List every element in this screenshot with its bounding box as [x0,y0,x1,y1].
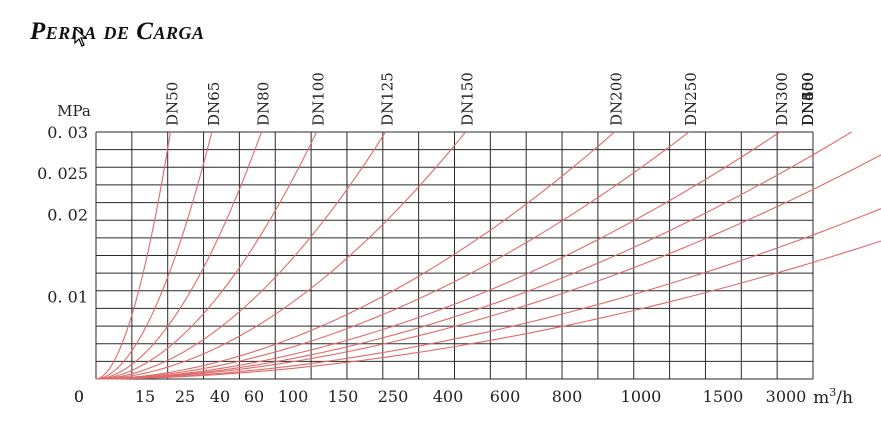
series-label-dn400: DN400 [799,72,817,126]
x-tick-label: 60 [244,387,264,406]
x-tick-label: 40 [210,387,230,406]
x-tick-label: 1500 [703,387,744,406]
series-labels: DN50 DN65 DN80 DN100 DN125 DN150 DN200 DN250 DN3… [163,72,817,126]
y-tick-label: 0 [74,387,84,406]
series-label-dn300: DN300 [773,72,791,126]
x-tick-label: 100 [278,387,309,406]
x-tick-label: 600 [490,387,521,406]
series-label-dn600: DN600 [799,72,817,126]
curve-dn100 [95,131,318,380]
curve-dn600 [95,240,881,380]
x-tick-label: 800 [552,387,583,406]
curve-dn65 [95,131,213,380]
series-label-dn250: DN250 [682,72,700,126]
curve-dn350 [95,131,852,380]
page-title: Perda de Carga [30,18,205,45]
chart-grid [95,131,814,380]
series-label-dn80: DN80 [254,82,272,126]
y-axis-ticks: 0 0. 01 0. 02 0. 025 0. 03 [37,123,88,406]
chart-curves [95,131,881,380]
series-label-dn50: DN50 [163,82,181,126]
curve-dn300 [95,131,781,380]
curve-dn500 [95,208,881,380]
x-tick-label: 25 [175,387,195,406]
x-axis-unit-label: m3/h [813,386,853,408]
curve-dn400 [95,154,881,380]
x-tick-label: 0 [74,387,84,406]
curve-dn250 [95,131,690,380]
series-label-dn350: DN350 [799,72,817,126]
series-label-dn200: DN200 [607,72,625,126]
x-tick-label: 150 [328,387,359,406]
series-label-dn500: DN500 [799,72,817,126]
series-label-dn65: DN65 [205,82,223,126]
x-tick-label: 3000 [766,387,807,406]
y-tick-label: 0. 02 [47,205,88,224]
curve-dn150 [95,131,466,380]
x-tick-label: 15 [135,387,155,406]
curve-dn80 [95,131,262,380]
curve-dn200 [95,131,615,380]
x-tick-label: 400 [433,387,464,406]
series-label-dn150: DN150 [459,72,477,126]
y-tick-label: 0. 03 [47,123,88,142]
x-axis-ticks: 0 15 25 40 60 100 150 250 400 600 800 1000 1500 3000 [74,387,806,406]
x-tick-label: 250 [378,387,409,406]
series-label-dn125: DN125 [379,72,397,126]
curve-dn50 [95,131,172,380]
x-tick-label: 1000 [621,387,662,406]
y-axis-unit-label: MPa [57,102,91,120]
y-tick-label: 0. 025 [37,164,88,183]
y-tick-label: 0. 01 [47,288,88,307]
series-label-dn100: DN100 [310,72,328,126]
curve-dn125 [95,131,387,380]
mouse-cursor-icon [74,27,88,47]
